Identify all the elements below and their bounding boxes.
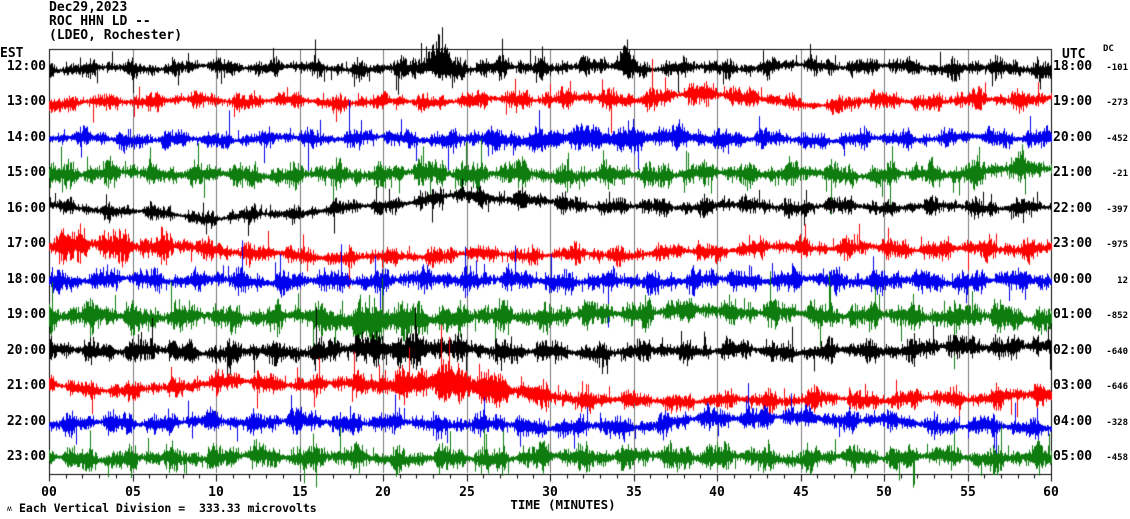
dc-header: DC: [1103, 44, 1114, 54]
waveform-glyph-icon: ʍ: [7, 504, 12, 513]
est-time-label: 19:00: [6, 307, 46, 322]
dc-offset-value: -452: [1106, 134, 1128, 144]
est-time-label: 18:00: [6, 272, 46, 287]
est-time-label: 15:00: [6, 165, 46, 180]
utc-time-label: 02:00: [1053, 343, 1093, 358]
utc-header: UTC: [1062, 47, 1086, 62]
x-tick-label: 00: [41, 485, 57, 500]
x-tick-label: 50: [876, 485, 892, 500]
x-tick-label: 30: [542, 485, 558, 500]
dc-offset-value: -101: [1106, 63, 1128, 73]
est-time-label: 12:00: [6, 59, 46, 74]
dc-offset-value: -21: [1111, 169, 1128, 179]
est-time-label: 20:00: [6, 343, 46, 358]
utc-time-label: 21:00: [1053, 165, 1093, 180]
x-tick-label: 35: [626, 485, 642, 500]
x-tick-label: 55: [960, 485, 976, 500]
est-time-label: 23:00: [6, 449, 46, 464]
title-date: Dec29,2023: [49, 0, 128, 15]
utc-time-label: 03:00: [1053, 378, 1093, 393]
scale-footnote: Each Vertical Division = 333.33 microvol…: [19, 501, 317, 515]
x-tick-label: 15: [292, 485, 308, 500]
utc-time-label: 19:00: [1053, 94, 1093, 109]
x-tick-label: 45: [793, 485, 809, 500]
est-time-label: 16:00: [6, 201, 46, 216]
est-time-label: 21:00: [6, 378, 46, 393]
dc-offset-value: 12: [1117, 276, 1128, 286]
dc-offset-value: -640: [1106, 347, 1128, 357]
title-location: (LDEO, Rochester): [49, 28, 183, 43]
utc-time-label: 00:00: [1053, 272, 1093, 287]
dc-offset-value: -273: [1106, 98, 1128, 108]
x-tick-label: 05: [125, 485, 141, 500]
x-tick-label: 10: [208, 485, 224, 500]
dc-offset-value: -852: [1106, 311, 1128, 321]
utc-time-label: 18:00: [1053, 59, 1093, 74]
dc-offset-value: -975: [1106, 240, 1128, 250]
utc-time-label: 04:00: [1053, 414, 1093, 429]
utc-time-label: 22:00: [1053, 201, 1093, 216]
x-axis-title: TIME (MINUTES): [510, 497, 616, 512]
title-station: ROC HHN LD --: [49, 14, 151, 29]
est-header: EST: [0, 46, 24, 61]
x-tick-label: 20: [375, 485, 391, 500]
dc-offset-value: -397: [1106, 205, 1128, 215]
est-time-label: 13:00: [6, 94, 46, 109]
utc-time-label: 23:00: [1053, 236, 1093, 251]
dc-offset-value: -458: [1106, 453, 1128, 463]
est-time-label: 22:00: [6, 414, 46, 429]
dc-offset-value: -646: [1106, 382, 1128, 392]
x-tick-label: 60: [1043, 485, 1059, 500]
est-time-label: 17:00: [6, 236, 46, 251]
x-tick-label: 40: [709, 485, 725, 500]
dc-offset-value: -328: [1106, 418, 1128, 428]
utc-time-label: 20:00: [1053, 130, 1093, 145]
utc-time-label: 01:00: [1053, 307, 1093, 322]
x-tick-label: 25: [459, 485, 475, 500]
utc-time-label: 05:00: [1053, 449, 1093, 464]
est-time-label: 14:00: [6, 130, 46, 145]
